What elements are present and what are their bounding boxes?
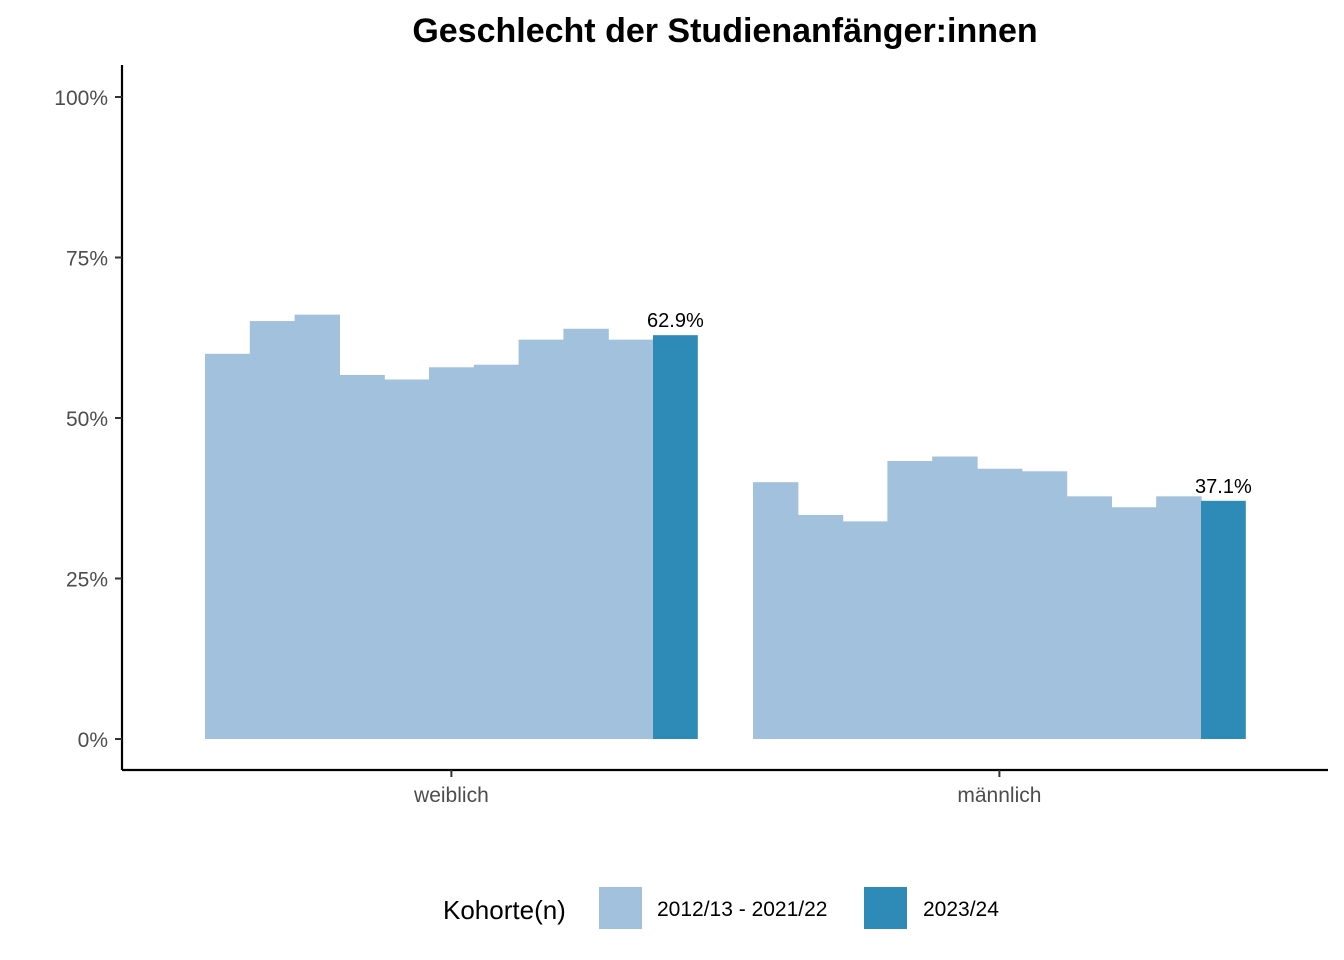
bar-current xyxy=(1201,500,1246,739)
legend: Kohorte(n) 2012/13 - 2021/22 2023/24 xyxy=(443,887,999,929)
legend-swatch xyxy=(599,887,642,929)
legend-title: Kohorte(n) xyxy=(443,895,566,925)
bar-history xyxy=(205,353,251,739)
bar-history xyxy=(1066,496,1112,739)
y-tick-label: 0% xyxy=(78,729,108,752)
data-label: 62.9% xyxy=(647,310,704,332)
bar-current xyxy=(653,335,698,739)
bar-history xyxy=(249,321,296,739)
axes: 0% 25% 50% 75% 100% weiblich männlich xyxy=(54,65,1328,807)
chart-title: Geschlecht der Studienanfänger:innen xyxy=(412,12,1037,50)
bar-history xyxy=(563,328,609,739)
bar-history xyxy=(753,482,799,739)
y-tick-label: 25% xyxy=(66,569,108,592)
bar-history xyxy=(608,339,654,739)
bar-history xyxy=(294,314,340,739)
bar-history xyxy=(473,364,520,739)
x-tick-label: weiblich xyxy=(413,784,489,807)
y-tick-label: 100% xyxy=(54,87,108,110)
legend-label: 2023/24 xyxy=(923,898,999,921)
bar-history xyxy=(429,367,475,739)
x-tick-label: männlich xyxy=(957,784,1041,807)
bar-history xyxy=(797,514,844,739)
bar-history xyxy=(339,374,385,739)
bar-history xyxy=(1111,507,1157,739)
legend-label: 2012/13 - 2021/22 xyxy=(657,898,827,921)
legend-swatch xyxy=(864,887,907,929)
bar-history xyxy=(977,468,1023,739)
bars: 62.9% 37.1% xyxy=(205,310,1252,739)
data-label: 37.1% xyxy=(1195,476,1252,498)
bar-history xyxy=(1156,496,1202,739)
bar-history xyxy=(518,339,564,739)
bar-history xyxy=(1021,471,1068,739)
bar-history xyxy=(384,379,430,739)
y-tick-label: 50% xyxy=(66,408,108,431)
bar-history xyxy=(887,461,933,739)
y-tick-label: 75% xyxy=(66,248,108,271)
bar-history xyxy=(932,456,978,739)
bar-history xyxy=(842,521,888,739)
